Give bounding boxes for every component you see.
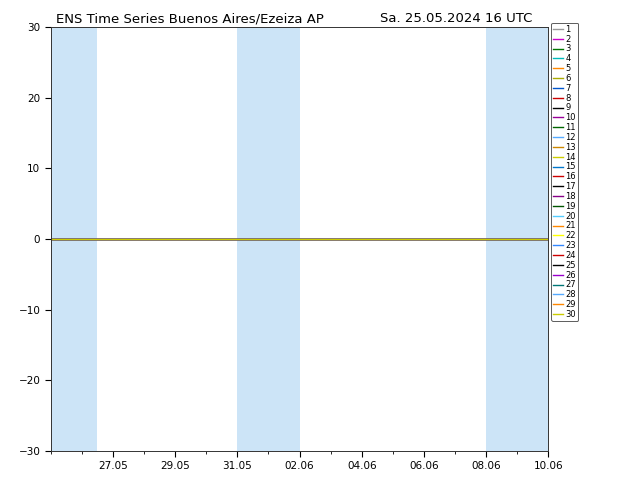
Text: Sa. 25.05.2024 16 UTC: Sa. 25.05.2024 16 UTC — [380, 12, 533, 25]
Bar — [237, 27, 299, 451]
Text: ENS Time Series Buenos Aires/Ezeiza AP: ENS Time Series Buenos Aires/Ezeiza AP — [56, 12, 324, 25]
Legend: 1, 2, 3, 4, 5, 6, 7, 8, 9, 10, 11, 12, 13, 14, 15, 16, 17, 18, 19, 20, 21, 22, 2: 1, 2, 3, 4, 5, 6, 7, 8, 9, 10, 11, 12, 1… — [551, 23, 578, 321]
Bar — [51, 27, 98, 451]
Bar — [486, 27, 548, 451]
